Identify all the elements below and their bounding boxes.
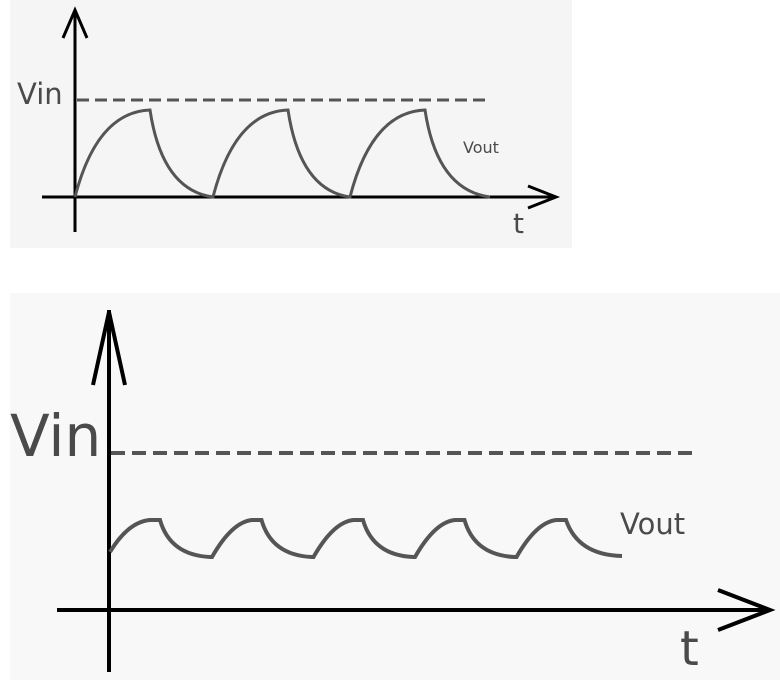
bottom-t-label: t <box>680 621 699 677</box>
bottom-vout-curve <box>108 518 623 559</box>
top-diagram: Vin Vout t <box>10 0 572 248</box>
bottom-y-axis-arrowhead <box>91 311 127 386</box>
top-vin-label: Vin <box>17 77 63 111</box>
top-x-axis-arrowhead <box>527 184 561 210</box>
bottom-diagram: Vin Vout t <box>10 293 780 680</box>
bottom-vin-label: Vin <box>10 402 101 470</box>
top-y-axis-arrowhead <box>61 6 89 39</box>
bottom-vout-label: Vout <box>620 507 685 541</box>
bottom-panel-bg <box>10 293 780 680</box>
bottom-x-axis-arrowhead <box>717 588 776 632</box>
top-vout-label: Vout <box>463 138 499 157</box>
top-t-label: t <box>513 207 524 240</box>
top-vout-curve <box>73 108 491 199</box>
